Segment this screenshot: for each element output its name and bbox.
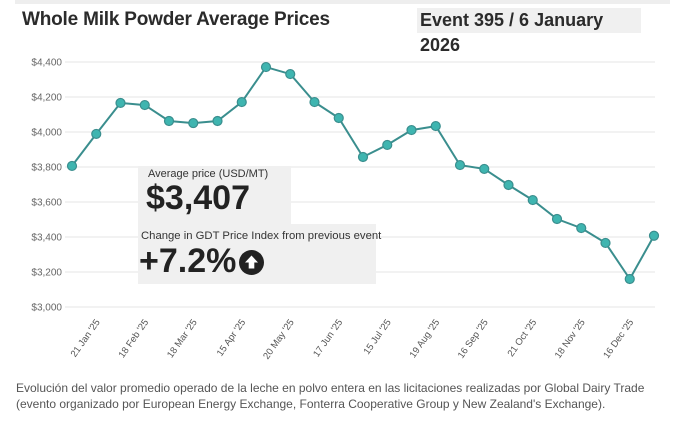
- y-tick-label: $4,200: [31, 93, 62, 104]
- data-point[interactable]: [454, 159, 466, 171]
- data-point[interactable]: [624, 273, 635, 285]
- chart-title: Whole Milk Powder Average Prices: [22, 9, 330, 30]
- data-point[interactable]: [212, 115, 223, 127]
- data-point[interactable]: [285, 68, 296, 80]
- figure-caption: Evolución del valor promedio operado de …: [16, 381, 645, 411]
- x-axis-ticks: 21 Jan '25 18 Feb '25 18 Mar '25 15 Apr '25…: [69, 317, 636, 361]
- y-tick-label: $4,400: [31, 58, 62, 69]
- data-point[interactable]: [236, 96, 247, 108]
- y-tick-label: $3,400: [31, 233, 62, 244]
- x-tick-label: 18 Feb '25: [117, 317, 152, 360]
- x-tick-label: 20 May '25: [261, 317, 297, 361]
- data-point[interactable]: [576, 222, 587, 234]
- arrow-up-circle-icon: [239, 250, 264, 275]
- average-price-value: $3,407: [146, 179, 250, 217]
- y-tick-label: $3,600: [31, 198, 62, 209]
- series-markers: [66, 61, 660, 285]
- data-point[interactable]: [648, 230, 660, 241]
- x-tick-label: 21 Jan '25: [69, 317, 103, 359]
- data-point[interactable]: [333, 112, 344, 124]
- y-axis-ticks: $3,000 $3,200 $3,400 $3,600 $3,800 $4,000 $4,2…: [31, 58, 62, 314]
- x-tick-label: 17 Jun '25: [311, 317, 345, 359]
- x-tick-label: 16 Dec '25: [601, 317, 636, 360]
- y-tick-label: $4,000: [31, 128, 62, 139]
- y-tick-label: $3,000: [31, 303, 62, 314]
- x-tick-label: 16 Sep '25: [456, 317, 491, 360]
- data-point[interactable]: [66, 160, 78, 172]
- data-point[interactable]: [260, 61, 272, 73]
- price-change-value: +7.2%: [139, 242, 237, 280]
- x-tick-label: 19 Aug '25: [408, 317, 443, 360]
- line-chart: $3,000 $3,200 $3,400 $3,600 $3,800 $4,000 $4,2…: [31, 58, 660, 362]
- top-divider: [15, 0, 670, 4]
- data-point[interactable]: [163, 115, 175, 127]
- event-label: Event 395 / 6 January 2026: [417, 8, 641, 55]
- x-tick-label: 15 Jul '25: [362, 317, 394, 356]
- data-point[interactable]: [503, 179, 514, 191]
- data-point[interactable]: [406, 124, 417, 136]
- x-tick-label: 18 Nov '25: [553, 317, 588, 360]
- data-point[interactable]: [600, 237, 611, 249]
- data-point[interactable]: [382, 139, 393, 151]
- data-point[interactable]: [309, 96, 320, 108]
- x-tick-label: 18 Mar '25: [165, 317, 200, 360]
- x-tick-label: 21 Oct '25: [506, 317, 540, 359]
- x-tick-label: 15 Apr '25: [215, 317, 248, 358]
- data-point[interactable]: [188, 117, 199, 129]
- y-tick-label: $3,200: [31, 268, 62, 279]
- y-tick-label: $3,800: [31, 163, 62, 174]
- data-point[interactable]: [357, 151, 369, 163]
- average-price-label: Average price (USD/MT): [148, 168, 269, 180]
- data-point[interactable]: [115, 97, 126, 109]
- data-point[interactable]: [91, 128, 102, 140]
- data-point[interactable]: [479, 163, 490, 175]
- data-point[interactable]: [430, 120, 441, 132]
- price-change-label: Change in GDT Price Index from previous …: [141, 230, 382, 242]
- data-point[interactable]: [551, 213, 563, 225]
- data-point[interactable]: [527, 194, 538, 206]
- average-price-panel: [138, 166, 291, 224]
- data-point[interactable]: [139, 99, 150, 111]
